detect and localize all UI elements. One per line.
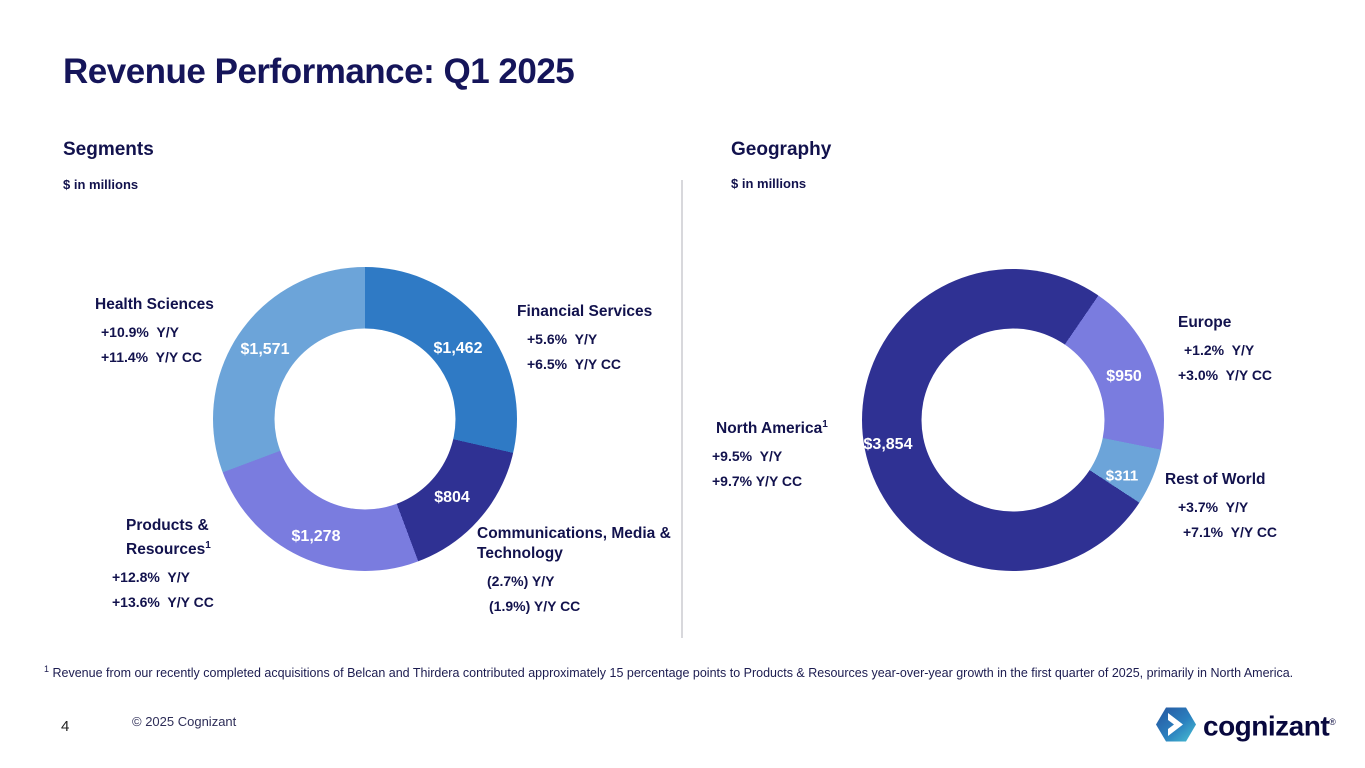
panel-divider — [681, 180, 683, 638]
callout-north-america-title: North America — [716, 420, 823, 438]
callout-europe-yy: +1.2% Y/Y — [1184, 342, 1255, 358]
callout-rest-of-world-yy: +3.7% Y/Y — [1178, 499, 1249, 515]
segments-donut-chart: $1,462 $804 $1,278 $1,571 — [213, 267, 517, 571]
callout-health-sciences-yy: +10.9% Y/Y — [101, 324, 179, 340]
registered-trademark-icon: ® — [1329, 717, 1336, 727]
segment-value-europe: $950 — [1106, 368, 1142, 385]
segments-heading: Segments — [63, 139, 154, 160]
callout-north-america: North America1 +9.5% Y/Y +9.7% Y/Y CC — [712, 415, 828, 489]
callout-cmt-title: Communications, Media & Technology — [477, 525, 671, 562]
cognizant-wordmark: cognizant® — [1203, 702, 1336, 746]
segments-units-label: $ in millions — [63, 177, 139, 192]
callout-financial-services-yycc: +6.5% Y/Y CC — [527, 356, 622, 372]
products-resources-footnote-marker: 1 — [205, 540, 211, 551]
callout-products-resources-title: Products & Resources — [126, 517, 209, 559]
footnote-text: Revenue from our recently completed acqu… — [49, 666, 1294, 681]
cognizant-hexagon-icon — [1156, 706, 1196, 743]
segment-value-rest-of-world: $311 — [1105, 467, 1139, 485]
page-number: 4 — [61, 718, 70, 735]
geography-donut-hole — [921, 328, 1105, 512]
callout-cmt-yy: (2.7%) Y/Y — [487, 573, 555, 589]
callout-financial-services: Financial Services +5.6% Y/Y +6.5% Y/Y C… — [517, 302, 652, 372]
callout-europe-title: Europe — [1178, 314, 1232, 331]
callout-north-america-yy: +9.5% Y/Y — [712, 448, 783, 465]
copyright: © 2025 Cognizant — [132, 714, 237, 729]
callout-cmt-yycc: (1.9%) Y/Y CC — [489, 598, 581, 614]
callout-rest-of-world-yycc: +7.1% Y/Y CC — [1183, 524, 1278, 540]
geography-donut-chart: $3,854 $950 $311 — [862, 269, 1164, 571]
geography-heading: Geography — [731, 139, 832, 160]
callout-health-sciences: Health Sciences +10.9% Y/Y +11.4% Y/Y CC — [95, 295, 214, 365]
callout-financial-services-title: Financial Services — [517, 303, 653, 320]
callout-cmt: Communications, Media & Technology (2.7%… — [477, 524, 682, 614]
segment-value-financial-services: $1,462 — [433, 340, 483, 357]
cognizant-logo: cognizant® — [1156, 702, 1336, 746]
geography-units-label: $ in millions — [731, 176, 807, 191]
slide-title: Revenue Performance: Q1 2025 — [63, 52, 575, 91]
segments-donut-hole — [274, 328, 456, 510]
callout-rest-of-world: Rest of World +3.7% Y/Y +7.1% Y/Y CC — [1165, 470, 1277, 540]
segment-value-products-resources: $1,278 — [291, 528, 341, 545]
callout-europe-yycc: +3.0% Y/Y CC — [1178, 367, 1273, 383]
footnote-marker: 1 — [44, 664, 50, 674]
north-america-footnote-marker: 1 — [822, 419, 828, 430]
footnote: 1 Revenue from our recently completed ac… — [44, 660, 1322, 683]
callout-europe: Europe +1.2% Y/Y +3.0% Y/Y CC — [1178, 313, 1272, 383]
segment-value-north-america: $3,854 — [863, 436, 913, 453]
callout-products-resources: Products & Resources1 +12.8% Y/Y +13.6% … — [112, 516, 246, 610]
callout-products-resources-yy: +12.8% Y/Y — [112, 569, 190, 586]
callout-financial-services-yy: +5.6% Y/Y — [527, 331, 598, 347]
callout-health-sciences-yycc: +11.4% Y/Y CC — [101, 349, 203, 365]
segment-value-health-sciences: $1,571 — [240, 341, 290, 358]
callout-rest-of-world-title: Rest of World — [1165, 471, 1266, 488]
cognizant-wordmark-text: cognizant — [1203, 710, 1330, 742]
callout-products-resources-yycc: +13.6% Y/Y CC — [112, 594, 214, 611]
segment-value-cmt: $804 — [434, 489, 470, 506]
callout-health-sciences-title: Health Sciences — [95, 296, 214, 313]
callout-north-america-yycc: +9.7% Y/Y CC — [712, 473, 803, 490]
